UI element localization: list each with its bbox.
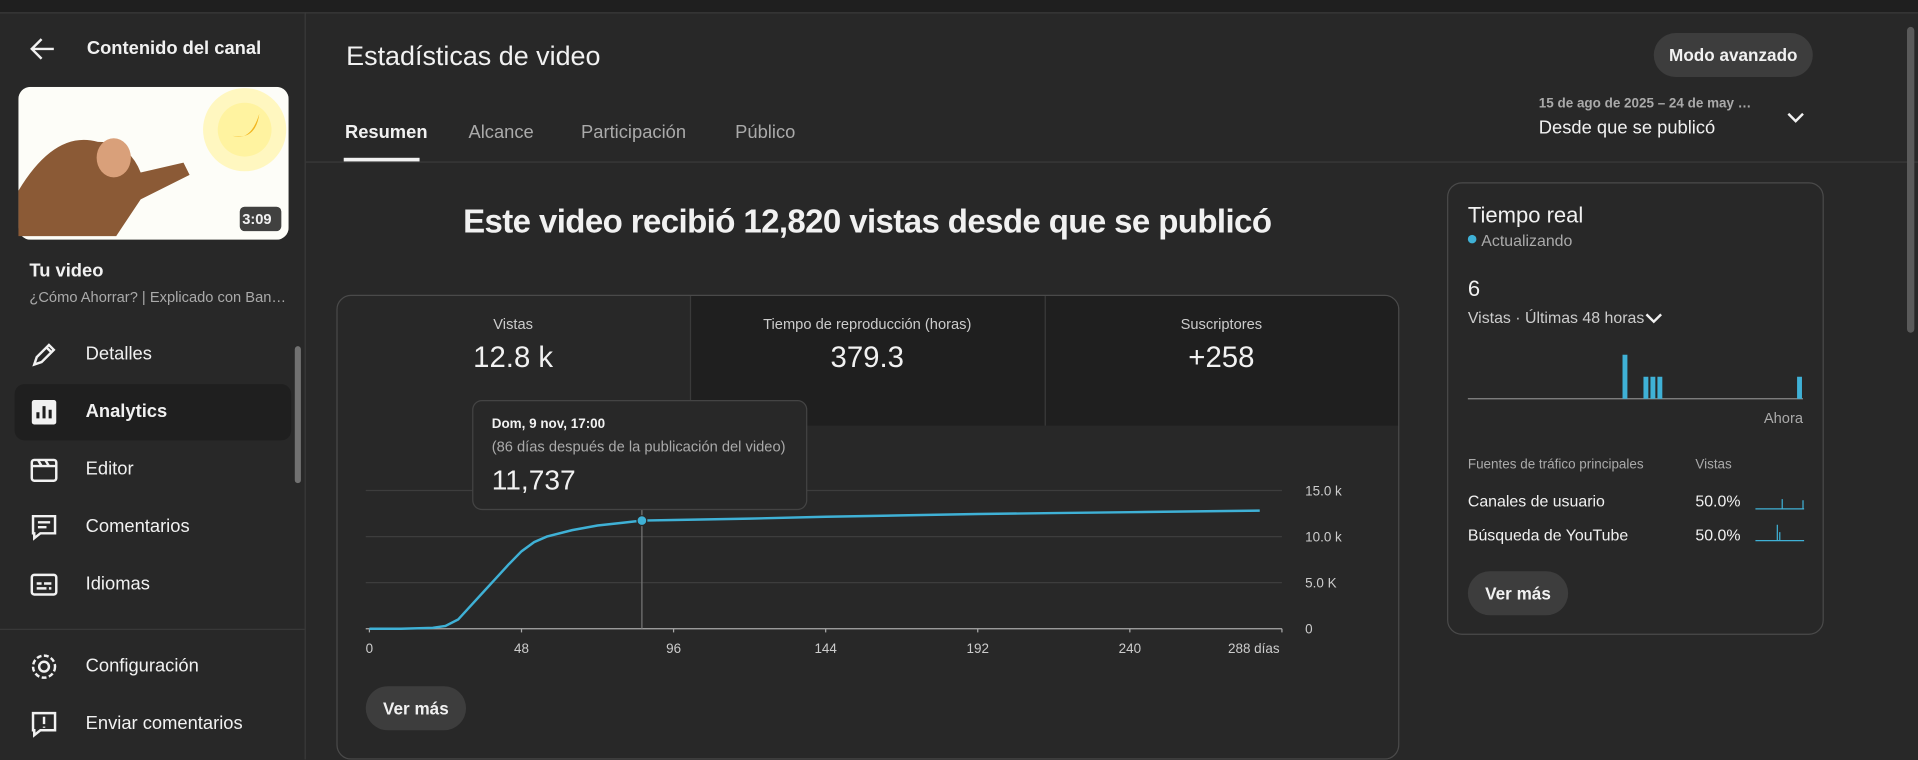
top-bar xyxy=(0,0,1918,14)
status-dot xyxy=(1467,234,1477,244)
x-tick-label: 48 xyxy=(514,641,529,656)
sparkline xyxy=(1755,499,1805,510)
metric-value[interactable]: 12.8 k xyxy=(473,341,554,375)
bar xyxy=(1643,376,1649,399)
menu-label: Detalles xyxy=(85,343,152,365)
menu-label: Analytics xyxy=(85,401,168,423)
y-tick-label: 15.0 k xyxy=(1305,483,1342,498)
advanced-button[interactable]: Modo avanzado xyxy=(1653,33,1813,78)
icon xyxy=(30,573,58,596)
realtime-count: 6 xyxy=(1467,276,1481,301)
period[interactable]: Desde que se publicó xyxy=(1538,117,1716,139)
scrollbar[interactable] xyxy=(294,346,301,484)
headline: Este video recibió 12,820 vistas desde q… xyxy=(463,203,1272,240)
menu-item[interactable]: Idiomas xyxy=(15,557,291,613)
metric-value[interactable]: +258 xyxy=(1188,341,1255,375)
source-share: 50.0% xyxy=(1695,491,1741,511)
video-title: ¿Cómo Ahorrar? | Explicado con Ban… xyxy=(29,288,287,306)
menu-label: Editor xyxy=(85,458,134,480)
metric-label[interactable]: Suscriptores xyxy=(1180,315,1263,333)
status: Actualizando xyxy=(1481,231,1573,250)
tab[interactable]: Público xyxy=(735,122,796,144)
realtime-card xyxy=(1447,182,1824,635)
tab-active[interactable]: Resumen xyxy=(344,122,428,144)
menu-item[interactable]: Editor xyxy=(15,442,291,498)
tab-underline xyxy=(343,157,420,162)
menu-item[interactable]: Detalles xyxy=(15,327,291,383)
back-title[interactable]: Contenido del canal xyxy=(86,37,262,59)
x-tick-label: 240 xyxy=(1119,641,1141,656)
x-tick-label: 288 días xyxy=(1228,641,1280,656)
traffic-header: Fuentes de tráfico principales xyxy=(1467,457,1644,473)
menu-label: Configuración xyxy=(85,655,199,677)
tooltip: Dom, 9 nov, 17:00 (86 días después de la… xyxy=(472,399,808,511)
x-tick-label: Ahora xyxy=(1764,411,1804,427)
source-name: Búsqueda de YouTube xyxy=(1467,525,1629,545)
menu-item[interactable]: Configuración xyxy=(15,639,291,695)
hover-point xyxy=(636,515,648,527)
date-range[interactable]: 15 de ago de 2025 – 24 de may … xyxy=(1538,96,1752,112)
thumbnail[interactable] xyxy=(18,86,289,240)
source-share: 50.0% xyxy=(1695,525,1741,545)
realtime-metric[interactable]: Vistas · Últimas 48 horas xyxy=(1467,308,1645,327)
dropdown-icon[interactable] xyxy=(1786,110,1806,125)
scrollbar[interactable] xyxy=(1906,26,1915,333)
series-line xyxy=(369,509,1260,630)
y-tick-label: 10.0 k xyxy=(1305,529,1342,544)
icon xyxy=(31,399,57,425)
duration: 3:09 xyxy=(242,210,272,228)
divider xyxy=(1044,296,1046,426)
chart-card xyxy=(336,294,1400,760)
menu-label: Enviar comentarios xyxy=(85,713,243,734)
video-label: Tu video xyxy=(29,260,104,282)
icon xyxy=(31,514,57,541)
tooltip-date: Dom, 9 nov, 17:00 xyxy=(491,417,606,432)
tooltip-note: (86 días después de la publicación del v… xyxy=(491,437,786,456)
divider xyxy=(689,296,692,426)
bar xyxy=(1650,376,1656,399)
tab[interactable]: Alcance xyxy=(468,122,534,144)
realtime-title: Tiempo real xyxy=(1467,203,1584,228)
divider xyxy=(305,161,1918,163)
divider xyxy=(304,12,306,760)
bar xyxy=(1622,354,1628,399)
metric-value[interactable]: 379.3 xyxy=(830,341,904,375)
metric-label[interactable]: Vistas xyxy=(493,315,533,333)
menu-label: Comentarios xyxy=(85,516,190,537)
see-more-button[interactable]: Ver más xyxy=(365,686,467,731)
x-tick-label: 192 xyxy=(967,641,989,656)
x-tick-label: 96 xyxy=(666,641,681,656)
bar xyxy=(1797,376,1802,399)
back-icon[interactable] xyxy=(29,37,56,61)
see-more-button[interactable]: Ver más xyxy=(1467,571,1569,616)
icon xyxy=(32,343,56,367)
menu-item[interactable]: Enviar comentarios xyxy=(15,696,291,752)
tab[interactable]: Participación xyxy=(581,122,687,144)
metric-bg xyxy=(691,296,1399,426)
tooltip-value: 11,737 xyxy=(491,463,576,496)
x-tick-label: 144 xyxy=(814,641,837,656)
divider xyxy=(0,628,305,630)
y-tick-label: 0 xyxy=(1305,622,1312,637)
traffic-col: Vistas xyxy=(1695,457,1732,473)
icon xyxy=(31,711,57,738)
metric-label[interactable]: Tiempo de reproducción (horas) xyxy=(763,315,972,333)
source-name: Canales de usuario xyxy=(1467,491,1605,511)
dropdown-icon[interactable] xyxy=(1645,312,1662,324)
y-tick-label: 5.0 K xyxy=(1305,576,1336,591)
x-tick-label: 0 xyxy=(366,641,373,656)
icon xyxy=(31,654,57,679)
menu-item[interactable]: Comentarios xyxy=(15,499,291,555)
icon xyxy=(30,458,58,482)
sparkline xyxy=(1755,524,1805,542)
menu-item-active[interactable]: Analytics xyxy=(14,384,292,441)
page-title: Estadísticas de video xyxy=(346,40,601,71)
menu-label: Idiomas xyxy=(85,573,150,595)
bar xyxy=(1657,376,1663,399)
